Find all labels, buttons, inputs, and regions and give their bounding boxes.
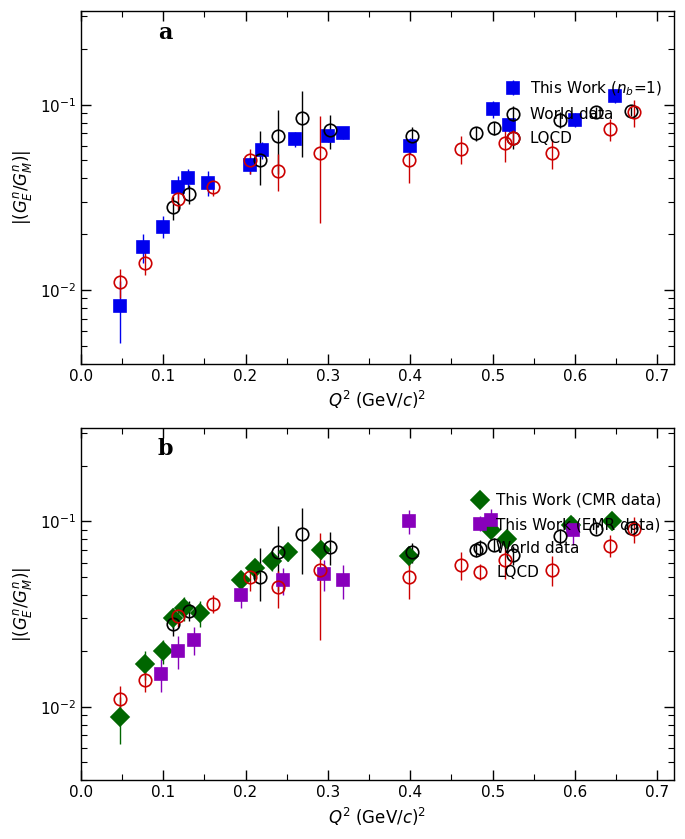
Legend: This Work ($n_b$=1), World data, LQCD: This Work ($n_b$=1), World data, LQCD [497,73,668,152]
Y-axis label: $|(G^n_E/G^n_M)|$: $|(G^n_E/G^n_M)|$ [11,566,34,642]
Y-axis label: $|(G^n_E/G^n_M)|$: $|(G^n_E/G^n_M)|$ [11,150,34,225]
X-axis label: $Q^2$ (GeV/$c$)$^2$: $Q^2$ (GeV/$c$)$^2$ [328,805,426,828]
X-axis label: $Q^2$ (GeV/$c$)$^2$: $Q^2$ (GeV/$c$)$^2$ [328,389,426,411]
Legend: This Work (CMR data), This Work (EMR data), World data, LQCD: This Work (CMR data), This Work (EMR dat… [464,487,668,586]
Text: b: b [158,439,173,461]
Text: a: a [158,22,172,44]
